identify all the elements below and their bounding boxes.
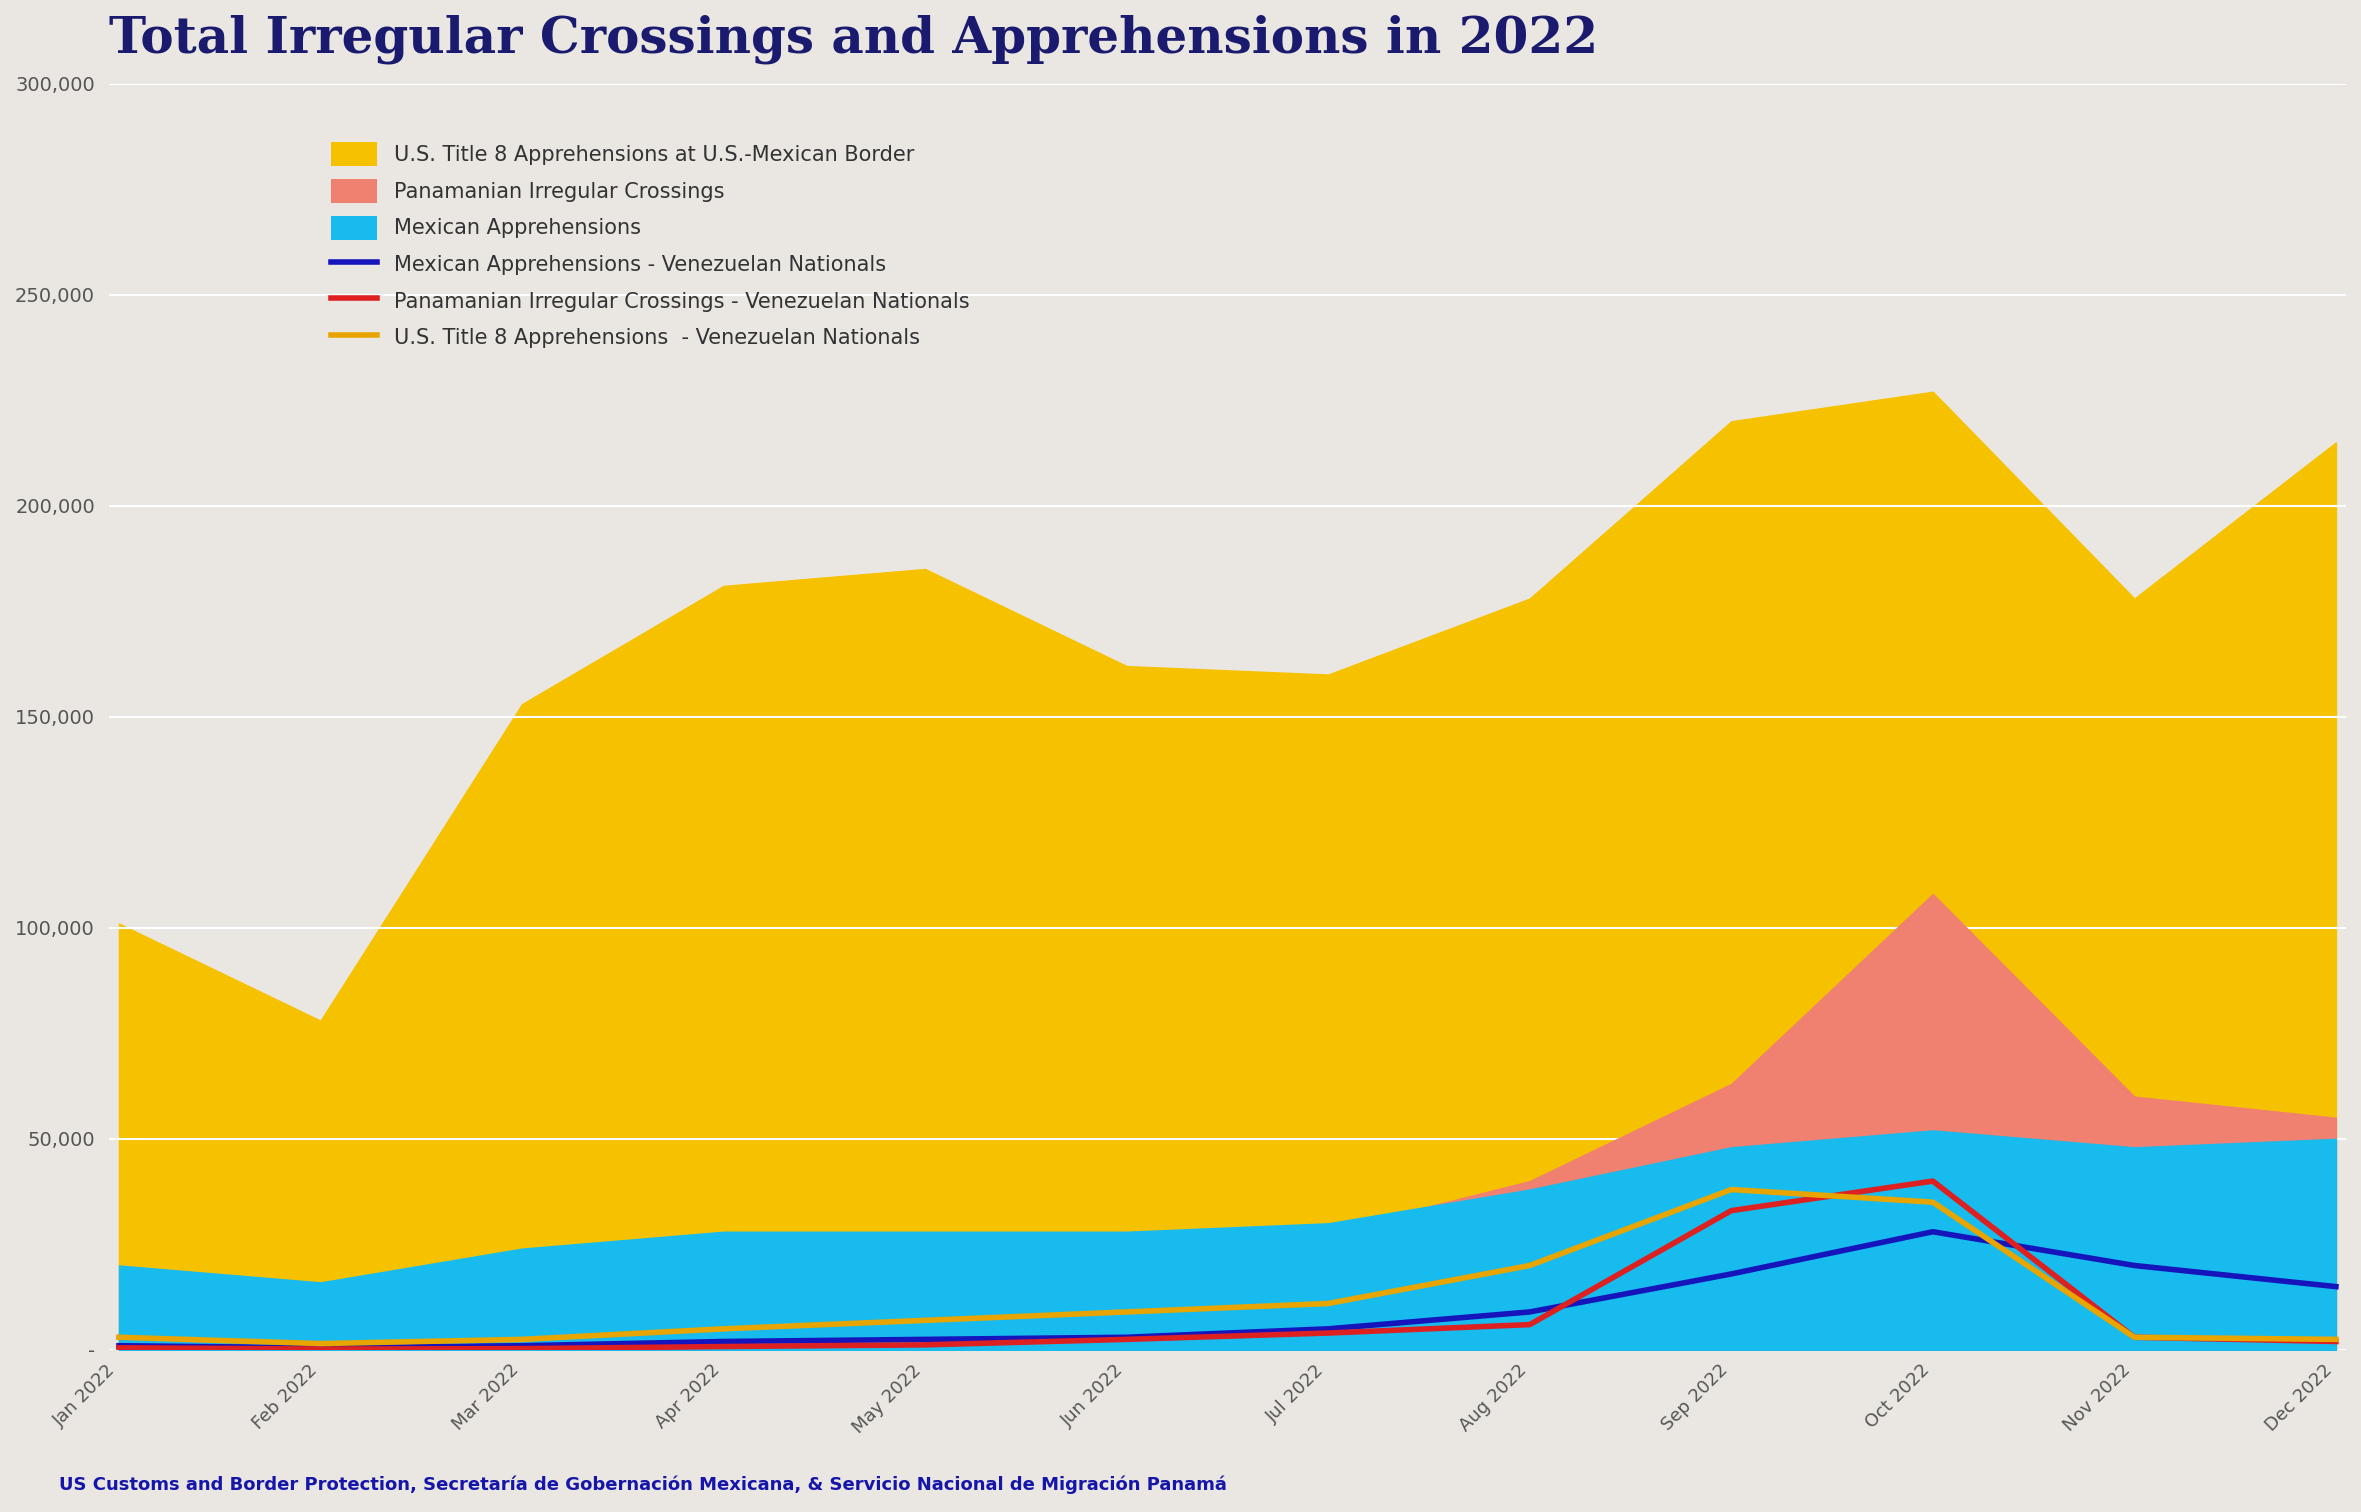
Text: US Customs and Border Protection, Secretaría de Gobernación Mexicana, & Servicio: US Customs and Border Protection, Secret… xyxy=(59,1476,1228,1494)
Legend: U.S. Title 8 Apprehensions at U.S.-Mexican Border, Panamanian Irregular Crossing: U.S. Title 8 Apprehensions at U.S.-Mexic… xyxy=(321,132,980,360)
Text: Total Irregular Crossings and Apprehensions in 2022: Total Irregular Crossings and Apprehensi… xyxy=(109,15,1598,65)
